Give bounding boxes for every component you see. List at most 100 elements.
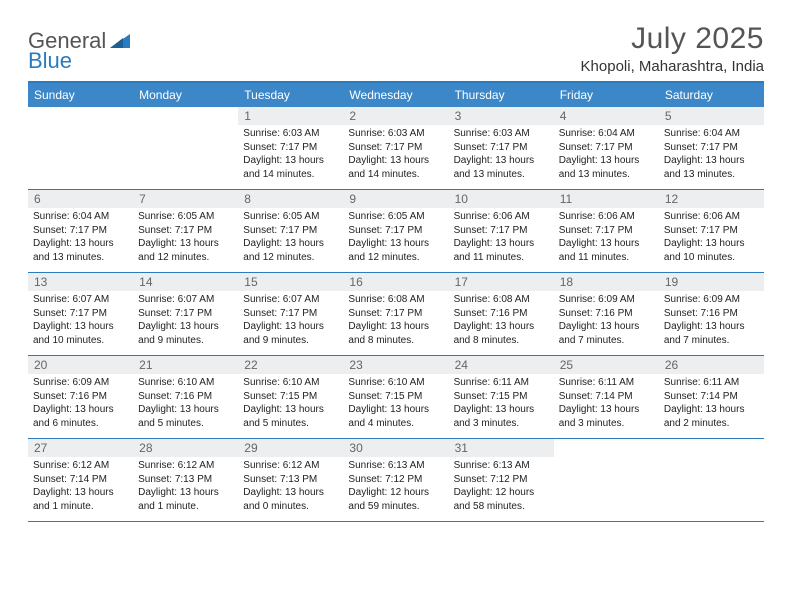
week-row: 20Sunrise: 6:09 AMSunset: 7:16 PMDayligh… [28, 356, 764, 439]
day-number: 30 [343, 439, 448, 457]
day-cell: 2Sunrise: 6:03 AMSunset: 7:17 PMDaylight… [343, 107, 448, 189]
day-cell: 27Sunrise: 6:12 AMSunset: 7:14 PMDayligh… [28, 439, 133, 521]
day-cell: 29Sunrise: 6:12 AMSunset: 7:13 PMDayligh… [238, 439, 343, 521]
day-cell: 8Sunrise: 6:05 AMSunset: 7:17 PMDaylight… [238, 190, 343, 272]
day-number: 21 [133, 356, 238, 374]
day-number: 31 [449, 439, 554, 457]
day-detail: Sunrise: 6:12 AMSunset: 7:13 PMDaylight:… [133, 457, 238, 513]
weekday-label: Thursday [449, 83, 554, 107]
title-block: July 2025 Khopoli, Maharashtra, India [581, 22, 764, 75]
day-detail: Sunrise: 6:10 AMSunset: 7:15 PMDaylight:… [343, 374, 448, 430]
location: Khopoli, Maharashtra, India [581, 58, 764, 75]
day-detail: Sunrise: 6:10 AMSunset: 7:15 PMDaylight:… [238, 374, 343, 430]
day-cell [28, 107, 133, 189]
day-number: 23 [343, 356, 448, 374]
day-number: 15 [238, 273, 343, 291]
day-detail: Sunrise: 6:13 AMSunset: 7:12 PMDaylight:… [449, 457, 554, 513]
day-number: 7 [133, 190, 238, 208]
header: General July 2025 Khopoli, Maharashtra, … [28, 22, 764, 75]
week-row: 27Sunrise: 6:12 AMSunset: 7:14 PMDayligh… [28, 439, 764, 522]
day-cell: 7Sunrise: 6:05 AMSunset: 7:17 PMDaylight… [133, 190, 238, 272]
day-cell: 23Sunrise: 6:10 AMSunset: 7:15 PMDayligh… [343, 356, 448, 438]
month-title: July 2025 [581, 22, 764, 56]
weekday-row: Sunday Monday Tuesday Wednesday Thursday… [28, 83, 764, 107]
weekday-label: Monday [133, 83, 238, 107]
logo-mark-icon [110, 28, 130, 54]
day-detail: Sunrise: 6:05 AMSunset: 7:17 PMDaylight:… [238, 208, 343, 264]
day-number: 1 [238, 107, 343, 125]
day-number: 11 [554, 190, 659, 208]
weeks-container: 1Sunrise: 6:03 AMSunset: 7:17 PMDaylight… [28, 107, 764, 522]
day-detail: Sunrise: 6:07 AMSunset: 7:17 PMDaylight:… [28, 291, 133, 347]
day-number: 24 [449, 356, 554, 374]
day-detail: Sunrise: 6:11 AMSunset: 7:15 PMDaylight:… [449, 374, 554, 430]
week-row: 13Sunrise: 6:07 AMSunset: 7:17 PMDayligh… [28, 273, 764, 356]
day-cell: 5Sunrise: 6:04 AMSunset: 7:17 PMDaylight… [659, 107, 764, 189]
day-cell: 26Sunrise: 6:11 AMSunset: 7:14 PMDayligh… [659, 356, 764, 438]
day-number: 12 [659, 190, 764, 208]
day-detail: Sunrise: 6:04 AMSunset: 7:17 PMDaylight:… [659, 125, 764, 181]
day-detail: Sunrise: 6:07 AMSunset: 7:17 PMDaylight:… [238, 291, 343, 347]
day-number: 13 [28, 273, 133, 291]
week-row: 6Sunrise: 6:04 AMSunset: 7:17 PMDaylight… [28, 190, 764, 273]
day-detail: Sunrise: 6:06 AMSunset: 7:17 PMDaylight:… [449, 208, 554, 264]
calendar-page: General July 2025 Khopoli, Maharashtra, … [0, 0, 792, 532]
weekday-label: Sunday [28, 83, 133, 107]
day-cell: 21Sunrise: 6:10 AMSunset: 7:16 PMDayligh… [133, 356, 238, 438]
day-number: 26 [659, 356, 764, 374]
day-detail: Sunrise: 6:03 AMSunset: 7:17 PMDaylight:… [343, 125, 448, 181]
day-number: 14 [133, 273, 238, 291]
day-detail: Sunrise: 6:12 AMSunset: 7:13 PMDaylight:… [238, 457, 343, 513]
day-detail: Sunrise: 6:11 AMSunset: 7:14 PMDaylight:… [659, 374, 764, 430]
day-number: 17 [449, 273, 554, 291]
day-number: 3 [449, 107, 554, 125]
day-cell: 22Sunrise: 6:10 AMSunset: 7:15 PMDayligh… [238, 356, 343, 438]
day-number: 9 [343, 190, 448, 208]
day-number: 18 [554, 273, 659, 291]
day-number: 22 [238, 356, 343, 374]
day-cell: 14Sunrise: 6:07 AMSunset: 7:17 PMDayligh… [133, 273, 238, 355]
day-number: 27 [28, 439, 133, 457]
day-detail: Sunrise: 6:03 AMSunset: 7:17 PMDaylight:… [449, 125, 554, 181]
day-detail: Sunrise: 6:09 AMSunset: 7:16 PMDaylight:… [28, 374, 133, 430]
day-cell: 18Sunrise: 6:09 AMSunset: 7:16 PMDayligh… [554, 273, 659, 355]
day-cell: 28Sunrise: 6:12 AMSunset: 7:13 PMDayligh… [133, 439, 238, 521]
day-detail: Sunrise: 6:06 AMSunset: 7:17 PMDaylight:… [659, 208, 764, 264]
day-cell: 1Sunrise: 6:03 AMSunset: 7:17 PMDaylight… [238, 107, 343, 189]
day-number: 25 [554, 356, 659, 374]
day-number: 8 [238, 190, 343, 208]
day-detail: Sunrise: 6:13 AMSunset: 7:12 PMDaylight:… [343, 457, 448, 513]
day-cell: 11Sunrise: 6:06 AMSunset: 7:17 PMDayligh… [554, 190, 659, 272]
day-detail: Sunrise: 6:05 AMSunset: 7:17 PMDaylight:… [343, 208, 448, 264]
day-detail: Sunrise: 6:04 AMSunset: 7:17 PMDaylight:… [28, 208, 133, 264]
day-cell: 17Sunrise: 6:08 AMSunset: 7:16 PMDayligh… [449, 273, 554, 355]
day-cell: 30Sunrise: 6:13 AMSunset: 7:12 PMDayligh… [343, 439, 448, 521]
day-cell: 10Sunrise: 6:06 AMSunset: 7:17 PMDayligh… [449, 190, 554, 272]
day-cell: 15Sunrise: 6:07 AMSunset: 7:17 PMDayligh… [238, 273, 343, 355]
day-detail: Sunrise: 6:09 AMSunset: 7:16 PMDaylight:… [554, 291, 659, 347]
day-cell: 13Sunrise: 6:07 AMSunset: 7:17 PMDayligh… [28, 273, 133, 355]
day-number: 4 [554, 107, 659, 125]
day-cell: 4Sunrise: 6:04 AMSunset: 7:17 PMDaylight… [554, 107, 659, 189]
day-detail: Sunrise: 6:05 AMSunset: 7:17 PMDaylight:… [133, 208, 238, 264]
day-number: 28 [133, 439, 238, 457]
day-cell [659, 439, 764, 521]
day-detail: Sunrise: 6:06 AMSunset: 7:17 PMDaylight:… [554, 208, 659, 264]
day-number: 6 [28, 190, 133, 208]
weekday-label: Saturday [659, 83, 764, 107]
day-cell: 9Sunrise: 6:05 AMSunset: 7:17 PMDaylight… [343, 190, 448, 272]
day-cell: 3Sunrise: 6:03 AMSunset: 7:17 PMDaylight… [449, 107, 554, 189]
day-number: 29 [238, 439, 343, 457]
day-detail: Sunrise: 6:10 AMSunset: 7:16 PMDaylight:… [133, 374, 238, 430]
calendar: Sunday Monday Tuesday Wednesday Thursday… [28, 81, 764, 522]
day-detail: Sunrise: 6:11 AMSunset: 7:14 PMDaylight:… [554, 374, 659, 430]
day-cell [554, 439, 659, 521]
weekday-label: Friday [554, 83, 659, 107]
day-detail: Sunrise: 6:03 AMSunset: 7:17 PMDaylight:… [238, 125, 343, 181]
weekday-label: Wednesday [343, 83, 448, 107]
day-detail: Sunrise: 6:07 AMSunset: 7:17 PMDaylight:… [133, 291, 238, 347]
day-cell: 6Sunrise: 6:04 AMSunset: 7:17 PMDaylight… [28, 190, 133, 272]
day-number: 19 [659, 273, 764, 291]
day-cell [133, 107, 238, 189]
weekday-label: Tuesday [238, 83, 343, 107]
